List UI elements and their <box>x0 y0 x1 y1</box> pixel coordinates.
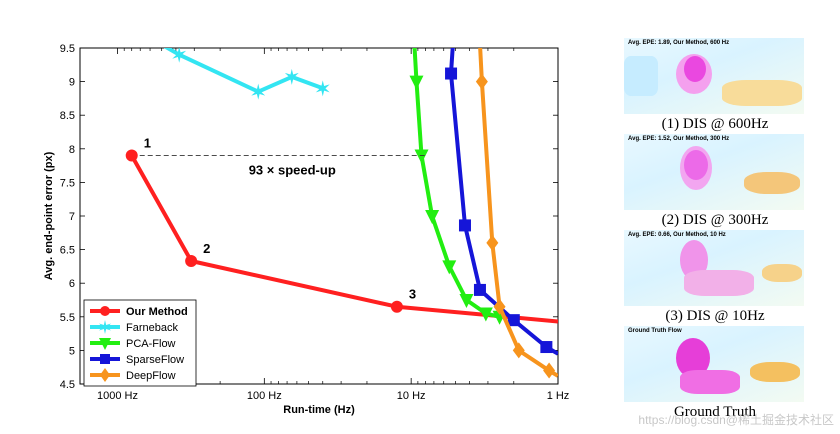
data-point <box>414 149 429 164</box>
series-layer <box>125 48 558 379</box>
flow-image-ground-truth: Ground Truth Flow <box>624 326 804 402</box>
runtime-error-chart: 1000 Hz 100 Hz 10 Hz 1 Hz 4.5 5 5.5 6 6.5 7 7.5 8 8.… <box>43 43 570 416</box>
y-tick-label: 9.5 <box>60 43 75 55</box>
legend-item: DeepFlow <box>90 368 176 382</box>
y-tick-label: 7 <box>69 211 75 223</box>
data-point <box>315 80 330 97</box>
data-point <box>172 48 187 63</box>
data-point <box>100 306 110 316</box>
series-our-method <box>125 149 558 324</box>
panel-caption: Ground Truth <box>673 404 757 420</box>
data-point <box>512 342 525 359</box>
series-pca-flow <box>409 48 507 325</box>
x-tick-label: 100 Hz <box>247 390 282 402</box>
x-tick-label: 1 Hz <box>547 390 570 402</box>
y-tick-label: 5.5 <box>60 312 75 324</box>
panel-overlay-text: Avg. EPE: 1.52, Our Method, 300 Hz <box>628 136 730 142</box>
legend-label: PCA-Flow <box>126 338 176 350</box>
x-tick-label: 1000 Hz <box>97 390 138 402</box>
data-point <box>425 210 440 224</box>
data-point <box>458 219 471 232</box>
x-axis-label: Run-time (Hz) <box>283 404 355 416</box>
data-point <box>486 234 499 251</box>
panel-caption: (2) DIS @ 300Hz <box>661 212 769 228</box>
panel-overlay-text: Avg. EPE: 1.89, Our Method, 600 Hz <box>628 40 730 46</box>
flow-image-10hz: Avg. EPE: 0.66, Our Method, 10 Hz <box>624 230 804 306</box>
legend-item: PCA-Flow <box>90 338 176 350</box>
data-point <box>459 294 474 308</box>
legend-label: Our Method <box>126 306 188 318</box>
data-point <box>473 283 486 296</box>
plot-area <box>125 48 558 379</box>
series-farneback <box>163 48 330 100</box>
data-point <box>284 68 299 85</box>
y-tick-label: 5 <box>69 345 75 357</box>
data-point <box>493 298 506 315</box>
data-point <box>251 83 266 100</box>
y-axis-label: Avg. end-point error (px) <box>43 151 55 280</box>
series-sparseflow <box>445 48 558 356</box>
series-line <box>129 154 558 324</box>
y-tick-label: 9 <box>69 77 75 89</box>
legend-label: Farneback <box>126 322 178 334</box>
watermark: https://blog.csdn@稀土掘金技术社区 <box>638 413 834 427</box>
y-tick-label: 7.5 <box>60 177 75 189</box>
annotation-layer: 1 2 3 93 × speed-up <box>139 136 425 302</box>
data-point <box>540 341 553 354</box>
data-point <box>185 255 198 268</box>
legend: Our Method Farneback PCA-Flow SparseFlow Dee… <box>83 299 197 387</box>
legend-item: Our Method <box>90 306 188 318</box>
panel-overlay-text: Avg. EPE: 0.66, Our Method, 10 Hz <box>628 232 726 238</box>
data-point <box>409 75 424 90</box>
data-point <box>445 67 458 80</box>
series-deepflow <box>475 48 558 379</box>
data-point <box>507 314 520 327</box>
panel-overlay-text: Ground Truth Flow <box>628 328 682 334</box>
legend-label: SparseFlow <box>126 354 184 366</box>
legend-item: Farneback <box>90 320 178 334</box>
point-label: 1 <box>144 136 151 151</box>
y-tick-label: 4.5 <box>60 379 75 391</box>
data-point <box>99 338 111 350</box>
panel-caption: (1) DIS @ 600Hz <box>661 116 769 132</box>
legend-item: SparseFlow <box>90 354 184 366</box>
y-tick-label: 6.5 <box>60 245 75 257</box>
data-point <box>100 354 110 364</box>
data-point <box>98 320 112 334</box>
point-label: 2 <box>203 241 210 256</box>
data-point <box>442 260 457 275</box>
y-tick-label: 8.5 <box>60 110 75 122</box>
data-point <box>100 368 110 382</box>
panel-caption: (3) DIS @ 10Hz <box>665 308 765 324</box>
flow-image-600hz: Avg. EPE: 1.89, Our Method, 600 Hz <box>624 38 804 114</box>
data-point <box>125 149 138 162</box>
y-tick-label: 6 <box>69 278 75 290</box>
data-point <box>543 362 556 379</box>
y-tick-label: 8 <box>69 144 75 156</box>
flow-image-300hz: Avg. EPE: 1.52, Our Method, 300 Hz <box>624 134 804 210</box>
data-point <box>390 300 403 313</box>
data-point <box>478 307 493 322</box>
speedup-label: 93 × speed-up <box>249 163 336 178</box>
legend-label: DeepFlow <box>126 370 176 382</box>
x-tick-label: 10 Hz <box>397 390 426 402</box>
data-point <box>475 73 488 90</box>
point-label: 3 <box>409 287 416 302</box>
